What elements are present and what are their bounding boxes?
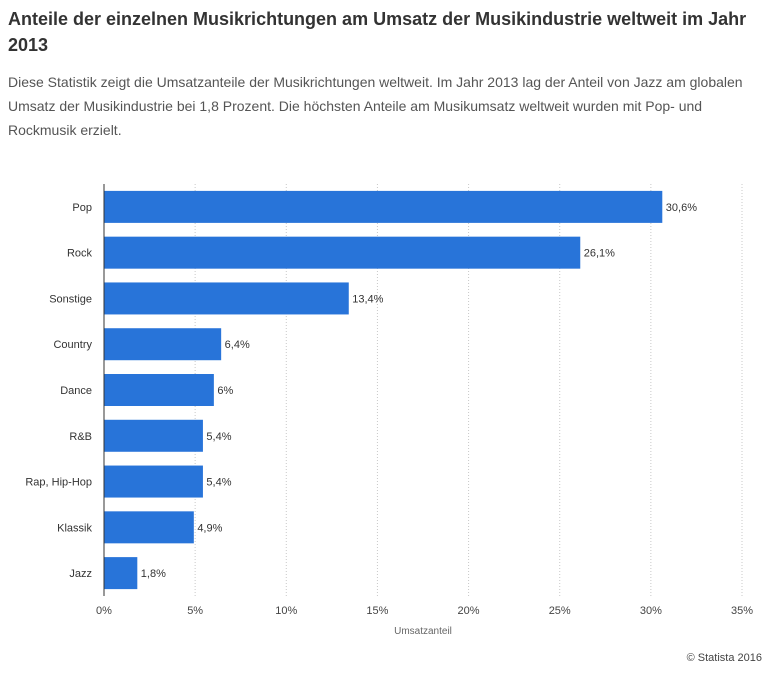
category-label: Rap, Hip-Hop bbox=[25, 477, 92, 489]
x-tick-label: 5% bbox=[187, 605, 203, 617]
bar bbox=[104, 282, 349, 315]
bar bbox=[104, 419, 203, 452]
bar bbox=[104, 328, 222, 361]
data-label: 6% bbox=[217, 385, 233, 397]
data-label: 5,4% bbox=[206, 477, 231, 489]
x-tick-label: 20% bbox=[458, 605, 480, 617]
chart-description: Diese Statistik zeigt die Umsatzanteile … bbox=[8, 74, 743, 138]
x-tick-label: 35% bbox=[731, 605, 753, 617]
bar bbox=[104, 465, 203, 498]
data-label: 1,8% bbox=[141, 568, 166, 580]
category-label: Dance bbox=[60, 385, 92, 397]
data-label: 26,1% bbox=[584, 248, 615, 260]
data-label: 4,9% bbox=[197, 522, 222, 534]
bar bbox=[104, 511, 194, 544]
x-tick-label: 25% bbox=[549, 605, 571, 617]
bar bbox=[104, 557, 138, 590]
x-axis-title: Umsatzanteil bbox=[394, 626, 452, 637]
bar bbox=[104, 236, 581, 269]
x-tick-label: 30% bbox=[640, 605, 662, 617]
data-label: 6,4% bbox=[225, 339, 250, 351]
chart-title: Anteile der einzelnen Musikrichtungen am… bbox=[8, 9, 747, 55]
bar bbox=[104, 190, 663, 223]
x-tick-label: 15% bbox=[366, 605, 388, 617]
category-label: Jazz bbox=[69, 568, 92, 580]
data-label: 5,4% bbox=[206, 431, 231, 443]
category-label: Pop bbox=[72, 202, 92, 214]
x-tick-label: 10% bbox=[275, 605, 297, 617]
category-label: Klassik bbox=[57, 522, 92, 534]
bar bbox=[104, 374, 214, 406]
category-label: Rock bbox=[67, 248, 93, 260]
category-label: Sonstige bbox=[49, 293, 92, 305]
category-label: Country bbox=[53, 339, 92, 351]
x-tick-label: 0% bbox=[96, 605, 112, 617]
data-label: 30,6% bbox=[666, 202, 697, 214]
data-label: 13,4% bbox=[352, 293, 383, 305]
copyright-notice: © Statista 2016 bbox=[686, 652, 762, 664]
category-label: R&B bbox=[69, 431, 92, 443]
